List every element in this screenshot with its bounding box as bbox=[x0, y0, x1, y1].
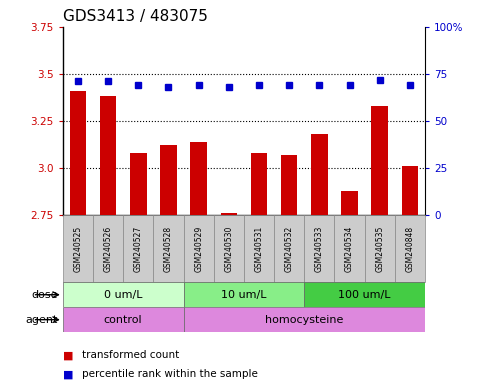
Text: control: control bbox=[104, 314, 142, 325]
Bar bbox=[100, 96, 116, 215]
Bar bbox=[311, 134, 327, 215]
Bar bbox=[213, 215, 244, 282]
Bar bbox=[274, 215, 304, 282]
Text: GSM240527: GSM240527 bbox=[134, 225, 143, 272]
Text: agent: agent bbox=[26, 314, 58, 325]
Bar bbox=[281, 155, 298, 215]
Bar bbox=[93, 215, 123, 282]
Text: GSM240526: GSM240526 bbox=[103, 225, 113, 272]
Text: percentile rank within the sample: percentile rank within the sample bbox=[82, 369, 258, 379]
Text: GSM240531: GSM240531 bbox=[255, 225, 264, 272]
Bar bbox=[395, 215, 425, 282]
Bar bbox=[221, 213, 237, 215]
Text: GSM240528: GSM240528 bbox=[164, 225, 173, 272]
Bar bbox=[402, 166, 418, 215]
Text: GSM240535: GSM240535 bbox=[375, 225, 384, 272]
Text: dose: dose bbox=[31, 290, 58, 300]
Bar bbox=[154, 215, 184, 282]
Text: GSM240534: GSM240534 bbox=[345, 225, 354, 272]
Text: transformed count: transformed count bbox=[82, 350, 179, 360]
Bar bbox=[184, 307, 425, 332]
Bar bbox=[251, 153, 267, 215]
Text: 10 um/L: 10 um/L bbox=[221, 290, 267, 300]
Bar bbox=[341, 190, 358, 215]
Text: GSM240525: GSM240525 bbox=[73, 225, 83, 272]
Text: homocysteine: homocysteine bbox=[265, 314, 343, 325]
Text: GSM240529: GSM240529 bbox=[194, 225, 203, 272]
Bar bbox=[365, 215, 395, 282]
Bar bbox=[184, 282, 304, 307]
Bar bbox=[123, 215, 154, 282]
Text: GSM240533: GSM240533 bbox=[315, 225, 324, 272]
Bar bbox=[304, 282, 425, 307]
Bar bbox=[184, 215, 213, 282]
Text: 100 um/L: 100 um/L bbox=[339, 290, 391, 300]
Bar bbox=[244, 215, 274, 282]
Text: 0 um/L: 0 um/L bbox=[104, 290, 142, 300]
Text: GSM240848: GSM240848 bbox=[405, 225, 414, 272]
Bar bbox=[63, 215, 93, 282]
Text: GSM240532: GSM240532 bbox=[284, 225, 294, 272]
Bar bbox=[371, 106, 388, 215]
Bar bbox=[63, 307, 184, 332]
Bar bbox=[160, 146, 177, 215]
Bar bbox=[334, 215, 365, 282]
Bar bbox=[190, 142, 207, 215]
Bar bbox=[130, 153, 146, 215]
Bar bbox=[63, 282, 184, 307]
Text: ■: ■ bbox=[63, 350, 73, 360]
Text: GSM240530: GSM240530 bbox=[224, 225, 233, 272]
Text: ■: ■ bbox=[63, 369, 73, 379]
Bar bbox=[304, 215, 334, 282]
Bar bbox=[70, 91, 86, 215]
Text: GDS3413 / 483075: GDS3413 / 483075 bbox=[63, 9, 208, 24]
